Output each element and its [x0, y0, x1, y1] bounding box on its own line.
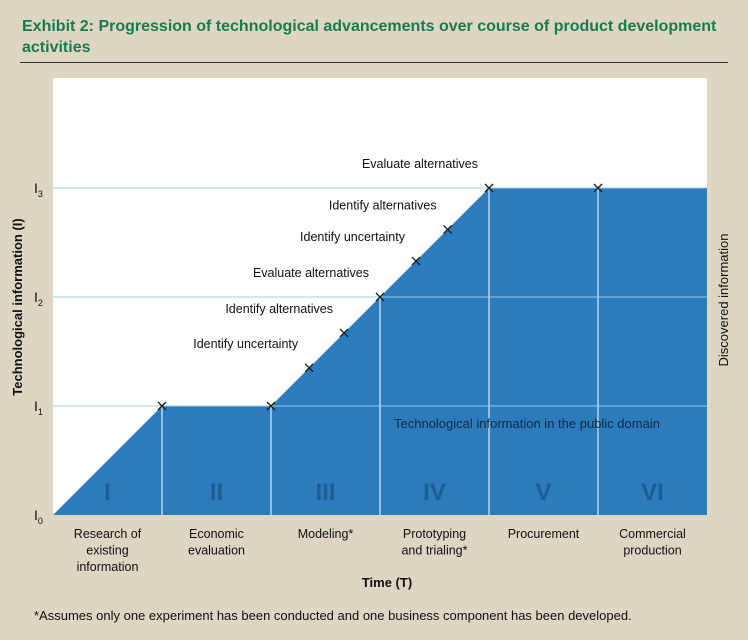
- phase-numeral: IV: [423, 479, 446, 506]
- x-marker: [304, 363, 314, 373]
- public-domain-label: Technological information in the public …: [394, 416, 660, 431]
- marker-label: Identify uncertainty: [193, 337, 299, 351]
- phase-label: Research of: [74, 527, 142, 541]
- phase-label: Economic: [189, 527, 244, 541]
- phase-label: Modeling*: [298, 527, 354, 541]
- y-axis-label: Technological information (I): [10, 218, 25, 395]
- marker-label: Evaluate alternatives: [362, 157, 478, 171]
- markers: [157, 183, 603, 411]
- phase-numeral: V: [535, 479, 551, 506]
- marker-label: Identify alternatives: [329, 198, 437, 212]
- x-marker: [375, 292, 385, 302]
- phase-label: Commercial: [619, 527, 686, 541]
- phase-labels: Research of existing information Economic ev…: [74, 527, 686, 574]
- phase-label: and trialing*: [401, 544, 467, 558]
- y-level-labels: I0 I1 I2 I3: [34, 180, 43, 526]
- y-level-label: I2: [34, 289, 43, 308]
- marker-label: Evaluate alternatives: [253, 266, 369, 280]
- y-level-label: I1: [34, 398, 43, 417]
- x-marker: [593, 183, 603, 193]
- x-marker: [411, 256, 421, 266]
- phase-numerals: I II III IV V VI: [104, 479, 664, 506]
- phase-numeral: VI: [641, 479, 664, 506]
- phase-label: information: [77, 560, 139, 574]
- x-axis-label: Time (T): [362, 575, 412, 590]
- x-marker: [484, 183, 494, 193]
- phase-numeral: III: [315, 479, 335, 506]
- x-marker: [443, 224, 453, 234]
- marker-label: Identify alternatives: [225, 302, 333, 316]
- x-marker: [266, 401, 276, 411]
- phase-numeral: II: [210, 479, 223, 506]
- marker-labels: Identify uncertainty Identify alternative…: [193, 157, 478, 351]
- phase-label: production: [623, 544, 681, 558]
- y-level-label: I3: [34, 180, 43, 199]
- marker-label: Identify uncertainty: [300, 230, 406, 244]
- title-rule: [20, 62, 728, 63]
- phase-label: Procurement: [508, 527, 580, 541]
- x-marker: [157, 401, 167, 411]
- y-level-label: I0: [34, 507, 43, 526]
- exhibit-title: Exhibit 2: Progression of technological …: [22, 18, 717, 56]
- phase-label: evaluation: [188, 544, 245, 558]
- x-marker: [339, 328, 349, 338]
- right-axis-label: Discovered information: [716, 234, 731, 367]
- phase-label: existing: [86, 544, 128, 558]
- phase-label: Prototyping: [403, 527, 466, 541]
- phase-numeral: I: [104, 479, 111, 506]
- footnote: *Assumes only one experiment has been co…: [34, 608, 632, 623]
